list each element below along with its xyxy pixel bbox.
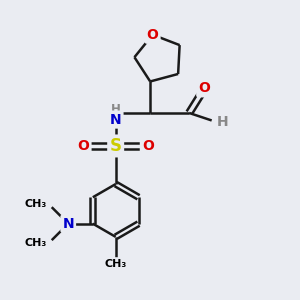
Text: H: H [216, 115, 228, 129]
Text: S: S [110, 137, 122, 155]
Text: O: O [142, 139, 154, 153]
Text: O: O [78, 139, 89, 153]
Text: CH₃: CH₃ [25, 238, 47, 248]
Text: CH₃: CH₃ [25, 199, 47, 209]
Text: O: O [147, 28, 159, 42]
Text: O: O [198, 81, 210, 95]
Text: N: N [62, 217, 74, 231]
Text: CH₃: CH₃ [105, 259, 127, 269]
Text: H: H [111, 103, 121, 116]
Text: N: N [110, 112, 122, 127]
